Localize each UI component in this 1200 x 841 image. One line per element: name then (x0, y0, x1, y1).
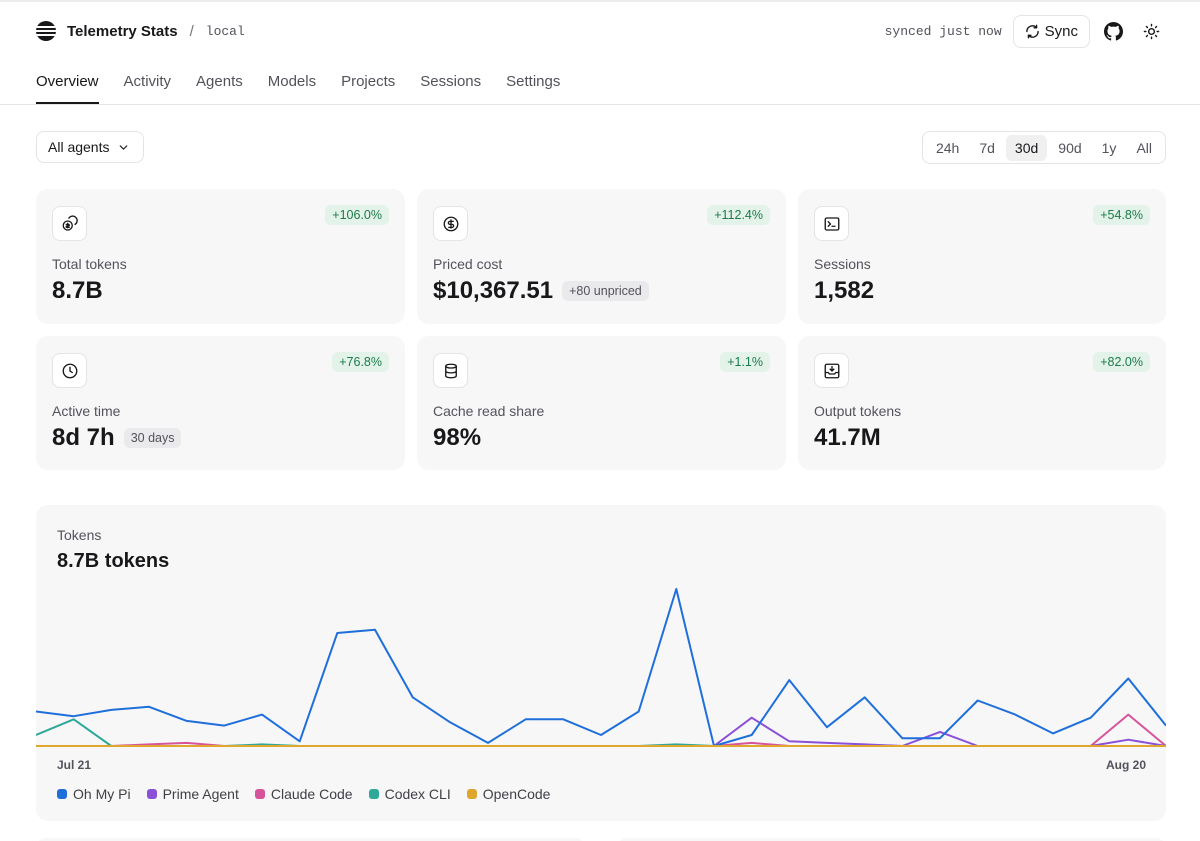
legend-label: Oh My Pi (73, 786, 131, 802)
legend-item[interactable]: Codex CLI (368, 786, 451, 802)
agent-filter-select[interactable]: All agents (36, 131, 144, 163)
tokens-line-chart: Jul 21 Aug 20 (36, 588, 1166, 772)
legend-item[interactable]: Prime Agent (146, 786, 239, 802)
app-logo-icon (36, 21, 56, 41)
legend-item[interactable]: Claude Code (254, 786, 353, 802)
tabs-divider (0, 104, 1200, 105)
github-button[interactable] (1098, 16, 1128, 46)
series-line-prime-agent (36, 716, 1166, 747)
chart-label: Tokens (57, 527, 102, 543)
range-24h[interactable]: 24h (935, 139, 960, 156)
delta-badge: +106.0% (325, 205, 389, 225)
card-label: Total tokens (52, 256, 127, 272)
time-range-selector: 24h 7d 30d 90d 1y All (921, 131, 1166, 164)
clock-icon (52, 353, 87, 388)
period-badge: 30 days (123, 428, 182, 448)
x-tick-end: Aug 20 (1106, 758, 1146, 772)
delta-badge: +1.1% (720, 352, 770, 372)
legend-swatch (368, 789, 379, 799)
range-30d[interactable]: 30d (1005, 134, 1048, 161)
tab-models[interactable]: Models (267, 73, 317, 90)
delta-badge: +76.8% (332, 352, 389, 372)
card-value: $10,367.51 (433, 277, 554, 304)
legend-swatch (466, 789, 477, 799)
stat-card-total-tokens: +106.0% Total tokens 8.7B (36, 189, 405, 324)
agent-filter-value: All agents (48, 139, 110, 155)
refresh-icon (1025, 24, 1039, 38)
card-label: Output tokens (814, 403, 902, 419)
app-header: Telemetry Stats / local synced just now … (36, 14, 1166, 48)
breadcrumb-separator: / (189, 22, 194, 40)
legend-swatch (57, 789, 67, 799)
range-1y[interactable]: 1y (1101, 139, 1117, 156)
delta-badge: +82.0% (1093, 352, 1150, 372)
tokens-chart-card: Jul 21 Aug 20 Tokens 8.7B tokens Oh My Pi… (36, 505, 1166, 821)
card-label: Sessions (814, 256, 871, 272)
legend-swatch (254, 789, 265, 799)
delta-badge: +54.8% (1093, 205, 1150, 225)
card-value: 1,582 (814, 277, 875, 304)
range-all[interactable]: All (1136, 139, 1152, 156)
stat-cards: +106.0% Total tokens 8.7B +112.4% Priced… (36, 189, 1166, 470)
tab-activity[interactable]: Activity (123, 73, 172, 90)
sync-button[interactable]: Sync (1012, 14, 1090, 48)
theme-toggle-button[interactable] (1136, 16, 1166, 46)
tab-sessions[interactable]: Sessions (420, 73, 482, 90)
legend-item[interactable]: OpenCode (466, 786, 551, 802)
next-card-left (36, 838, 585, 841)
stat-card-output-tokens: +82.0% Output tokens 41.7M (798, 336, 1166, 470)
legend-swatch (146, 789, 157, 799)
stat-card-cache-read-share: +1.1% Cache read share 98% (417, 336, 786, 470)
chart-title: 8.7B tokens (57, 550, 170, 572)
series-line-claude-code (36, 713, 1166, 747)
tab-projects[interactable]: Projects (341, 73, 396, 90)
card-label: Active time (52, 403, 121, 419)
card-value: 8.7B (52, 277, 103, 304)
inbox-download-icon (814, 353, 849, 388)
unpriced-badge: +80 unpriced (562, 281, 649, 301)
sun-icon (1143, 23, 1159, 39)
card-label: Priced cost (433, 256, 503, 272)
next-card-right (617, 838, 1166, 841)
legend-label: Codex CLI (384, 786, 451, 802)
range-90d[interactable]: 90d (1058, 139, 1082, 156)
environment-label: local (205, 23, 245, 39)
series-line-oh-my-pi (36, 588, 1166, 747)
sync-status: synced just now (884, 23, 1002, 39)
card-value: 8d 7h (52, 424, 115, 451)
card-value: 41.7M (814, 424, 881, 451)
tab-settings[interactable]: Settings (506, 73, 561, 90)
stat-card-sessions: +54.8% Sessions 1,582 (798, 189, 1166, 324)
chart-legend: Oh My Pi Prime Agent Claude Code Codex C… (57, 786, 550, 802)
legend-item[interactable]: Oh My Pi (57, 786, 131, 802)
stat-card-priced-cost: +112.4% Priced cost $10,367.51 +80 unpri… (417, 189, 786, 324)
card-value: 98% (433, 424, 482, 451)
tab-agents[interactable]: Agents (196, 73, 243, 90)
tab-overview[interactable]: Overview (36, 70, 99, 104)
legend-label: Claude Code (270, 786, 353, 802)
delta-badge: +112.4% (707, 205, 770, 225)
database-icon (433, 353, 468, 388)
x-tick-start: Jul 21 (57, 758, 91, 772)
card-label: Cache read share (433, 403, 545, 419)
legend-label: OpenCode (482, 786, 551, 802)
app-title: Telemetry Stats (67, 22, 178, 40)
legend-label: Prime Agent (162, 786, 239, 802)
stat-card-active-time: +76.8% Active time 8d 7h 30 days (36, 336, 405, 470)
dollar-icon (433, 206, 468, 241)
main-tabs: Overview Activity Agents Models Projects… (36, 70, 560, 104)
chevron-down-icon (120, 144, 128, 150)
github-icon (1103, 21, 1123, 41)
coins-icon (52, 206, 87, 241)
sync-label: Sync (1044, 22, 1078, 40)
top-border (0, 0, 1200, 2)
terminal-icon (814, 206, 849, 241)
range-7d[interactable]: 7d (979, 139, 995, 156)
